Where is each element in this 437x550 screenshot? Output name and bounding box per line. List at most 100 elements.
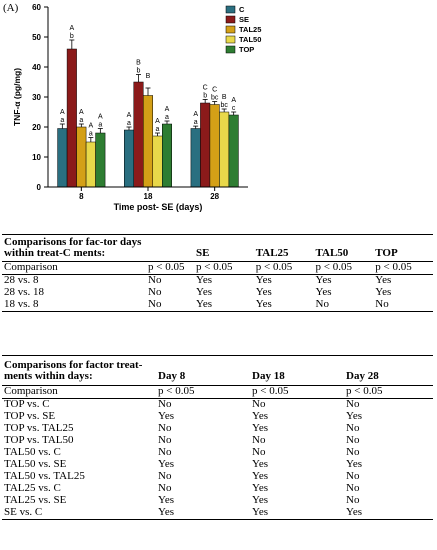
table1-row-label: 28 vs. 8 [4, 274, 39, 286]
significance-letter-upper: B [222, 94, 227, 101]
table1-header-tal25: TAL25 [255, 247, 289, 259]
table1-cell: Yes [196, 286, 213, 298]
table1-cell: No [313, 299, 374, 312]
legend-swatch-tal25 [225, 25, 236, 34]
table2-cell: No [158, 470, 172, 482]
table1-cell: No [148, 286, 162, 298]
x-tick-label: 28 [210, 192, 219, 201]
table2-cell: No [158, 398, 172, 410]
table2-cell: No [158, 482, 172, 494]
significance-letter-upper: A [127, 112, 132, 119]
table1-comparison-cell: p < 0.05 [313, 261, 374, 275]
table1-comparison-cell: Comparison [2, 261, 146, 275]
significance-letter-upper: A [165, 106, 170, 113]
table2-cell: Yes [252, 410, 269, 422]
table2-row-label: TAL50 vs. TAL25 [4, 470, 85, 482]
table2-cell: No [346, 494, 360, 506]
significance-letter-upper: A [88, 123, 93, 130]
table1-header-tal50: TAL50 [315, 247, 349, 259]
table1-cell: No [146, 299, 194, 312]
significance-letter-lower: b [137, 68, 141, 75]
table1-header-title: Comparisons for fac-tor days within trea… [4, 236, 142, 259]
tnf-alpha-bar-chart: 0 10 20 30 40 50 60 TNF-α (pg/mg) Time post- SE … [12, 3, 261, 212]
table1-cell: Yes [255, 286, 272, 298]
legend-swatch-tal50 [225, 35, 236, 44]
table1-cell: Yes [255, 274, 272, 286]
y-tick-label: 20 [32, 123, 41, 132]
bar-se-day28 [200, 102, 211, 188]
table2-cell: Yes [156, 507, 250, 520]
bar-se-day18 [133, 81, 144, 188]
table1-comparison-cell: p < 0.05 [253, 261, 314, 275]
table1-header-c [146, 235, 194, 262]
table2-row: TOP vs. TAL50 No No No [2, 435, 433, 447]
table2-row: TAL25 vs. C No Yes No [2, 483, 433, 495]
y-tick-label: 40 [32, 63, 41, 72]
significance-letter-lower: a [98, 122, 102, 129]
bar-c-day28 [190, 128, 201, 188]
significance-letter-lower: a [127, 120, 131, 127]
table1-cell: No [148, 274, 162, 286]
table2-cell: Yes [158, 494, 175, 506]
table2-row-label: SE vs. C [2, 507, 156, 520]
table2-row: TAL50 vs. SE Yes Yes Yes [2, 459, 433, 471]
x-axis-title: Time post- SE (days) [114, 202, 203, 212]
table1-header-row: Comparisons for fac-tor days within trea… [2, 234, 433, 262]
significance-letter-upper: A [69, 25, 74, 32]
table2-cell: No [346, 422, 360, 434]
significance-letter-upper: A [231, 97, 236, 104]
bar-tal50-day28 [219, 111, 230, 188]
bar-top-day18 [162, 123, 172, 188]
legend-label-se: SE [239, 15, 249, 24]
table2-cell: No [346, 398, 360, 410]
significance-letter-lower: b [70, 33, 74, 40]
table1-header-se: SE [196, 247, 210, 259]
y-tick-label: 50 [32, 33, 41, 42]
table2-cell: No [158, 434, 172, 446]
bar-tal25-day28 [209, 104, 220, 188]
significance-letter-lower: bc [220, 102, 228, 109]
table1-comparison-cell: p < 0.05 [194, 261, 254, 275]
table1-row-label: 28 vs. 18 [4, 286, 45, 298]
table1-header-top: TOP [375, 247, 398, 259]
table2-row-label: TAL25 vs. C [4, 482, 61, 494]
table1-comparison-row: Comparison p < 0.05 p < 0.05 p < 0.05 p < 0.… [2, 261, 433, 275]
significance-letter-upper: A [155, 118, 160, 125]
significance-letter-upper: C [212, 87, 217, 94]
table2-row-label: TAL50 vs. C [4, 446, 61, 458]
x-tick-label: 18 [144, 192, 153, 201]
significance-letter-upper: B [146, 73, 151, 80]
significance-letter-lower: a [194, 119, 198, 126]
bar-tal50-day8 [85, 141, 96, 188]
bar-tal50-day18 [152, 135, 163, 188]
legend-label-tal50: TAL50 [239, 35, 261, 44]
significance-letter-upper: A [60, 109, 65, 116]
significance-letter-lower: a [89, 131, 93, 138]
table1-row: 28 vs. 18 No Yes Yes Yes Yes [2, 287, 433, 299]
significance-letter-upper: A [79, 109, 84, 116]
legend-swatch-c [225, 5, 236, 14]
table-treatment-comparisons: Comparisons for factor treat-ments withi… [2, 355, 433, 520]
significance-letter-upper: B [136, 60, 141, 67]
bar-top-day8 [95, 132, 106, 188]
significance-letter-lower: a [79, 117, 83, 124]
table2-row: TAL50 vs. TAL25 No Yes No [2, 471, 433, 483]
significance-letter-lower: a [156, 126, 160, 133]
significance-letter-lower: a [165, 114, 169, 121]
table1-row-label: 18 vs. 8 [2, 299, 146, 312]
table2-cell: Yes [250, 507, 344, 520]
table2-row-label: TOP vs. TAL50 [4, 434, 74, 446]
legend-swatch-se [225, 15, 236, 24]
table2-comparison-cell: p < 0.05 [344, 385, 433, 399]
bar-tal25-day18 [143, 95, 153, 188]
table2-row-label: TOP vs. TAL25 [4, 422, 74, 434]
table2-cell: No [346, 470, 360, 482]
significance-letter-lower: b [203, 92, 207, 99]
table1-row: 28 vs. 8 No Yes Yes Yes Yes [2, 275, 433, 288]
table2-header-day8: Day 8 [158, 370, 186, 382]
table2-cell: No [346, 446, 360, 458]
table2-cell: No [252, 398, 266, 410]
table2-row-label: TAL50 vs. SE [4, 458, 67, 470]
legend-label-c: C [239, 5, 245, 14]
table2-header-day28: Day 28 [346, 370, 379, 382]
